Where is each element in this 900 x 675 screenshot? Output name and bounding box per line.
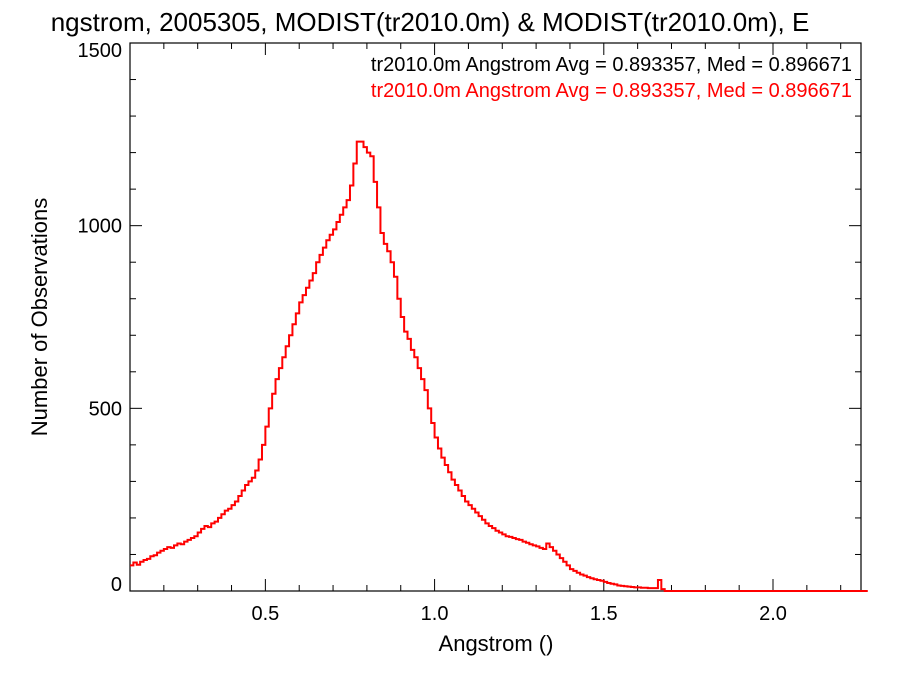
x-tick-label: 0.5	[251, 603, 279, 625]
legend-entry-red: tr2010.0m Angstrom Avg = 0.893357, Med =…	[371, 80, 852, 102]
y-tick-label: 0	[111, 574, 122, 596]
histogram-series-line	[130, 140, 868, 592]
x-tick-label: 2.0	[759, 603, 787, 625]
x-tick-label: 1.0	[421, 603, 449, 625]
axis-tick-labels: 0.5 1.0 1.5 2.0 0 500 1000 1500	[78, 40, 787, 625]
y-tick-label: 500	[89, 398, 122, 420]
plot-frame	[129, 42, 862, 592]
chart-title: ngstrom, 2005305, MODIST(tr2010.0m) & MO…	[51, 7, 810, 37]
y-tick-label: 1000	[78, 216, 123, 238]
axis-ticks	[130, 42, 861, 592]
x-tick-label: 1.5	[590, 603, 618, 625]
x-axis-label: Angstrom ()	[439, 631, 554, 656]
y-axis-label: Number of Observations	[27, 198, 52, 436]
legend-entry-black: tr2010.0m Angstrom Avg = 0.893357, Med =…	[371, 54, 852, 76]
y-tick-label: 1500	[78, 40, 123, 62]
